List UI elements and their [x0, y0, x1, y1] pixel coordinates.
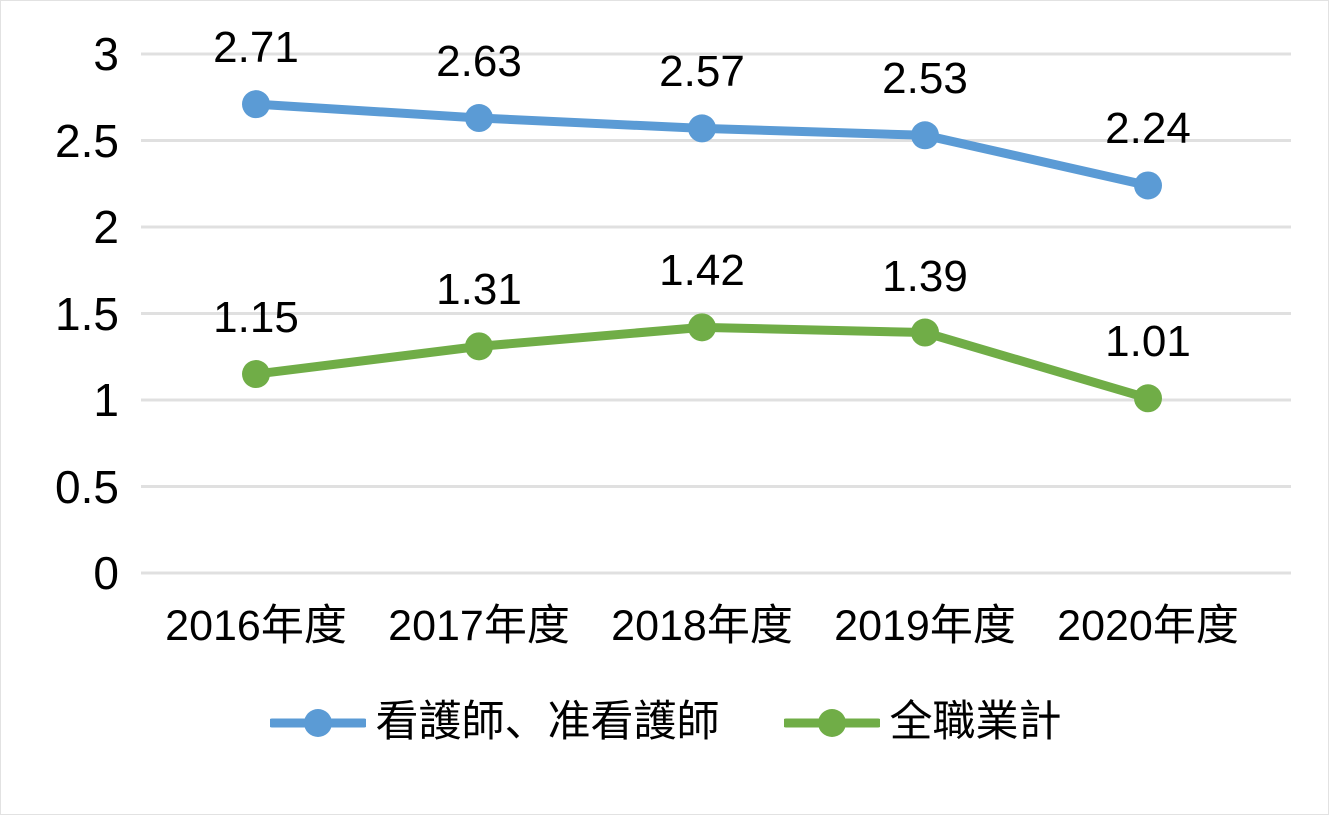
- legend-item[interactable]: 全職業計: [783, 698, 1062, 746]
- data-point-label: 1.01: [1105, 317, 1191, 367]
- data-point-marker: [465, 104, 493, 133]
- x-axis-tick-label: 2018年度: [611, 602, 793, 650]
- legend-marker-icon: [269, 708, 366, 737]
- y-axis-tick-label: 2: [93, 201, 119, 253]
- data-point-marker: [242, 90, 270, 119]
- data-point-marker: [688, 313, 716, 342]
- legend-marker-icon: [783, 708, 880, 737]
- y-axis-tick-label: 2.5: [55, 114, 119, 167]
- y-axis-tick-label: 1.5: [55, 287, 119, 340]
- x-axis-tick-label: 2017年度: [388, 602, 570, 650]
- data-point-label: 1.31: [436, 265, 522, 315]
- y-axis-tick-label: 0.5: [55, 460, 119, 513]
- x-axis-tick-label: 2016年度: [165, 602, 347, 650]
- data-point-label: 2.53: [882, 54, 968, 104]
- x-axis-tick-label: 2019年度: [834, 602, 1016, 650]
- data-point-label: 1.42: [659, 246, 745, 296]
- legend-item[interactable]: 看護師、准看護師: [269, 698, 720, 746]
- data-point-label: 1.39: [882, 251, 968, 301]
- chart-legend: 看護師、准看護師 全職業計: [1, 698, 1328, 746]
- y-axis-tick-label: 0: [93, 547, 119, 599]
- data-point-marker: [242, 360, 270, 389]
- data-point-label: 2.57: [659, 47, 745, 97]
- x-axis-tick-label: 2020年度: [1057, 602, 1239, 650]
- data-point-marker: [688, 114, 716, 143]
- legend-label: 全職業計: [889, 698, 1062, 746]
- data-point-label: 2.71: [213, 23, 299, 73]
- y-axis-tick-label: 3: [93, 28, 119, 80]
- data-point-marker: [911, 318, 939, 347]
- data-point-label: 2.24: [1105, 104, 1191, 154]
- data-point-marker: [465, 332, 493, 361]
- data-point-marker: [1134, 171, 1162, 200]
- y-axis-tick-label: 1: [93, 374, 119, 426]
- data-point-marker: [1134, 384, 1162, 413]
- legend-label: 看護師、准看護師: [375, 698, 720, 746]
- data-point-label: 1.15: [213, 293, 299, 343]
- data-point-label: 2.63: [436, 37, 522, 86]
- data-point-marker: [911, 121, 939, 150]
